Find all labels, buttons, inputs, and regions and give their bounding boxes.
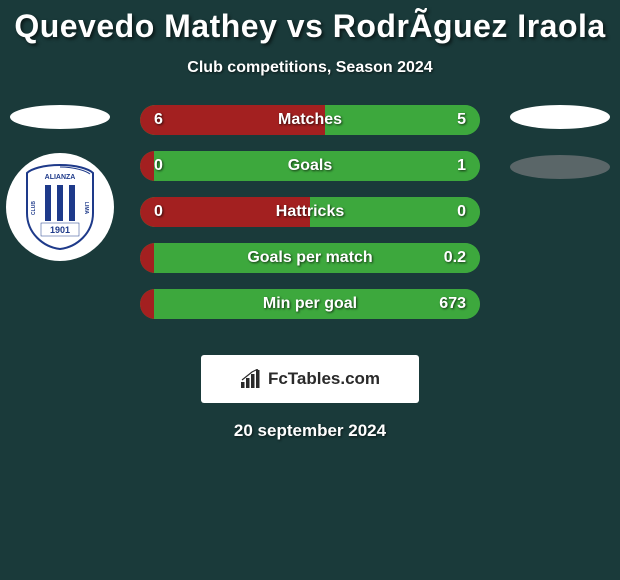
page-subtitle: Club competitions, Season 2024 [0, 59, 620, 77]
svg-text:ALIANZA: ALIANZA [45, 174, 76, 181]
alianza-shield-icon: ALIANZA CLUB LIMA 1901 [23, 163, 97, 251]
bar-right-value: 673 [439, 295, 466, 313]
brand-text: FcTables.com [268, 369, 380, 389]
bar-right-value: 5 [457, 111, 466, 129]
right-player-column [500, 105, 620, 179]
stat-bar-matches: 6 Matches 5 [140, 105, 480, 135]
left-player-ellipse [10, 105, 110, 129]
content-area: ALIANZA CLUB LIMA 1901 6Matches50Goals10… [0, 105, 620, 345]
stat-bar-min-per-goal: Min per goal 673 [140, 289, 480, 319]
bar-label: Goals per match [247, 249, 372, 267]
left-club-logo: ALIANZA CLUB LIMA 1901 [6, 153, 114, 261]
bar-left-fill [140, 151, 154, 181]
brand-box[interactable]: FcTables.com [201, 355, 419, 403]
date-text: 20 september 2024 [0, 421, 620, 441]
bar-left-fill [140, 289, 154, 319]
comparison-bars: 6 Matches 5 0 Goals 1 0 Hattricks 0 Goals per mat… [140, 105, 480, 319]
bar-label: Goals [288, 157, 332, 175]
bar-right-value: 0.2 [444, 249, 466, 267]
svg-text:1901: 1901 [50, 225, 70, 235]
svg-text:CLUB: CLUB [31, 201, 37, 215]
bar-left-value: 0 [154, 157, 163, 175]
stats-container: Quevedo Mathey vs RodrÃ­guez Iraola Club… [0, 0, 620, 580]
bar-right-value: 0 [457, 203, 466, 221]
bar-label: Hattricks [276, 203, 344, 221]
bar-left-fill [140, 243, 154, 273]
bar-left-value: 6 [154, 111, 163, 129]
left-player-column: ALIANZA CLUB LIMA 1901 [0, 105, 120, 261]
right-player-ellipse-1 [510, 105, 610, 129]
brand-chart-icon [240, 369, 262, 389]
stat-bar-goals: 0 Goals 1 [140, 151, 480, 181]
bar-label: Matches [278, 111, 342, 129]
page-title: Quevedo Mathey vs RodrÃ­guez Iraola [0, 0, 620, 45]
stat-bar-goals-per-match: Goals per match 0.2 [140, 243, 480, 273]
right-player-ellipse-2 [510, 155, 610, 179]
bar-label: Min per goal [263, 295, 357, 313]
bar-left-value: 0 [154, 203, 163, 221]
svg-text:LIMA: LIMA [83, 202, 89, 215]
stat-bar-hattricks: 0 Hattricks 0 [140, 197, 480, 227]
bar-right-value: 1 [457, 157, 466, 175]
